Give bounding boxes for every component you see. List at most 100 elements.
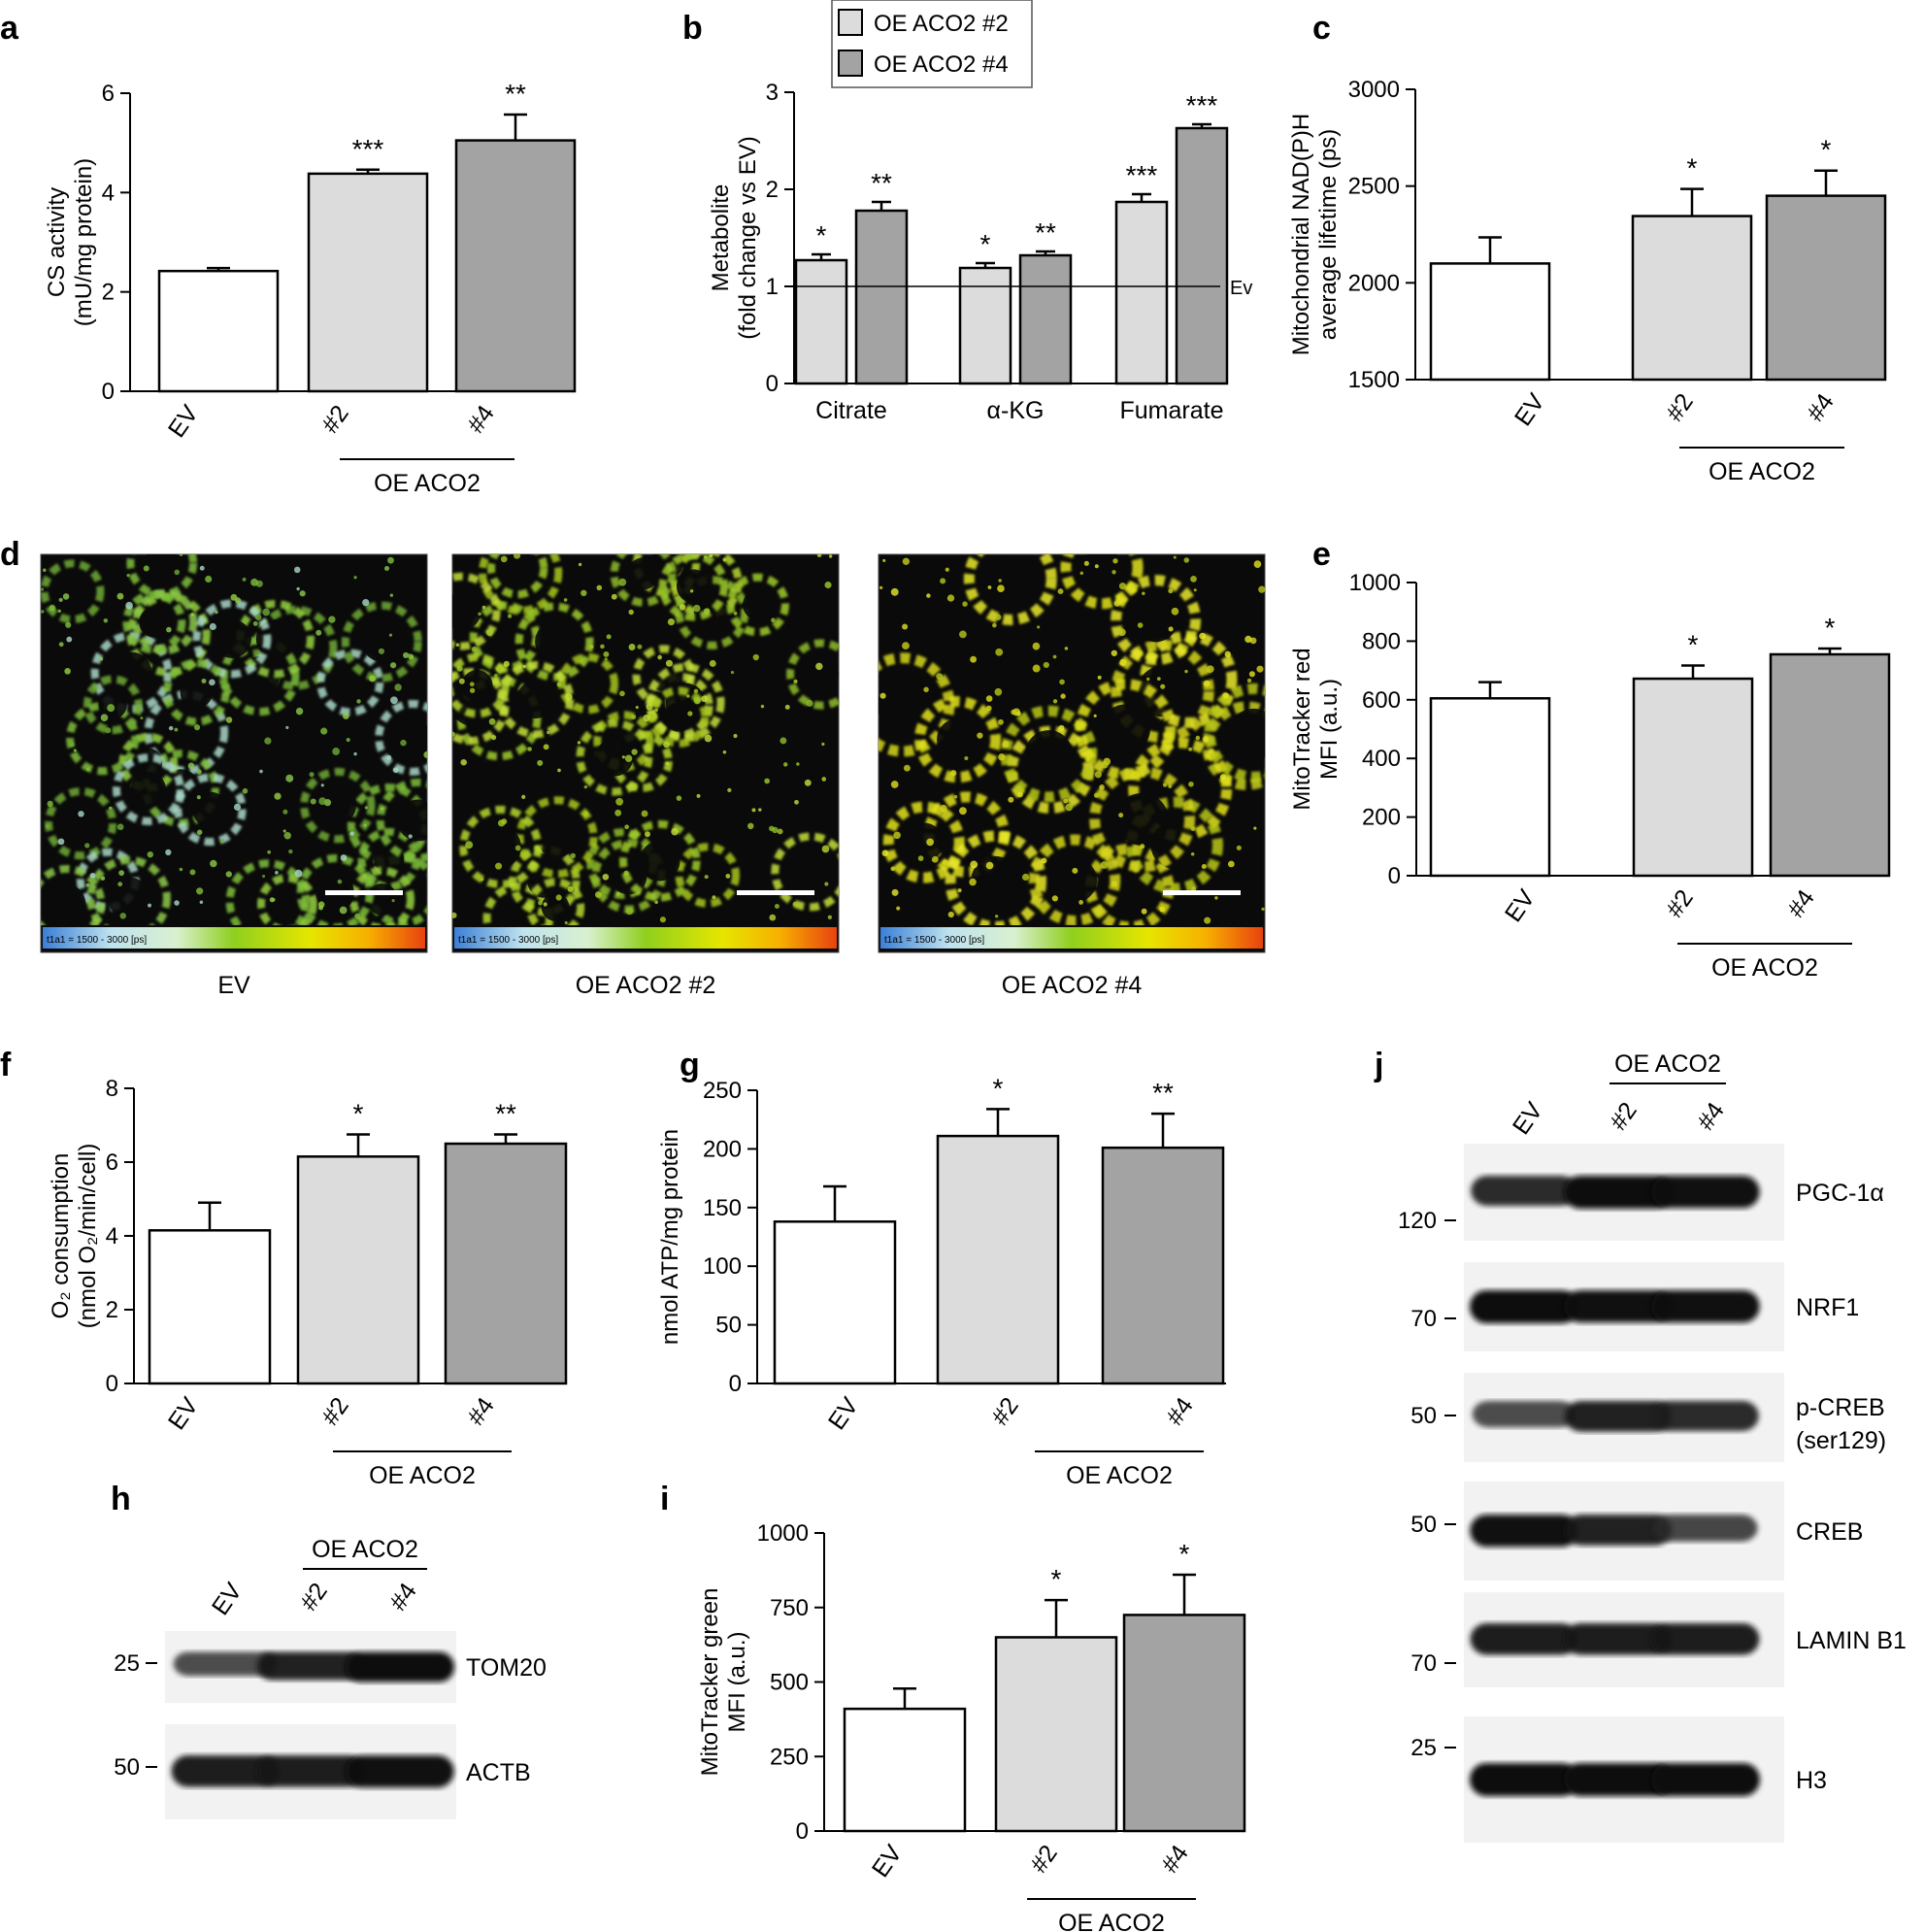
speckle xyxy=(387,556,394,564)
micrograph-caption: EV xyxy=(217,972,250,999)
speckle xyxy=(392,767,399,774)
speckle xyxy=(423,750,427,758)
speckle xyxy=(1093,792,1100,798)
cell-ring xyxy=(132,589,198,654)
speckle xyxy=(199,565,205,571)
mw-label: 25 xyxy=(114,1650,140,1677)
speckle xyxy=(676,795,682,801)
speckle xyxy=(625,907,634,916)
speckle xyxy=(796,762,800,766)
speckle xyxy=(514,845,521,851)
x-tick-label: EV xyxy=(1500,884,1541,927)
legend-swatch xyxy=(838,50,863,77)
speckle xyxy=(712,895,716,900)
speckle xyxy=(496,666,502,672)
panel-b-label: b xyxy=(682,10,703,47)
speckle xyxy=(460,758,467,766)
speckle xyxy=(1204,916,1211,924)
speckle xyxy=(772,826,779,834)
band-label: H3 xyxy=(1796,1767,1827,1794)
chart-e: 0 200 400 600 800 1000 MitoTracker red MFI (a.u… xyxy=(1289,570,1891,982)
speckle xyxy=(107,704,116,713)
speckle xyxy=(174,569,181,576)
speckle xyxy=(693,604,701,613)
speckle xyxy=(491,735,497,741)
x-tick-label: Citrate xyxy=(815,397,887,424)
y-tick-label: 2 xyxy=(106,1297,118,1323)
speckle xyxy=(940,804,947,813)
cell-ring xyxy=(122,590,186,654)
speckle xyxy=(1064,647,1069,650)
band xyxy=(1470,1623,1578,1655)
bar-#4 xyxy=(1122,1614,1246,1833)
speckle xyxy=(105,727,112,734)
panel-g-label: g xyxy=(680,1047,700,1083)
cell-ring xyxy=(647,686,710,748)
cell-nucleus xyxy=(574,669,603,698)
significance-label: *** xyxy=(1126,160,1158,190)
speckle xyxy=(174,900,180,906)
cell-nucleus xyxy=(535,621,575,661)
band-label: LAMIN B1 xyxy=(1796,1627,1907,1654)
speckle xyxy=(1203,736,1210,743)
speckle xyxy=(282,829,286,833)
band xyxy=(1564,1290,1673,1323)
cell-ring xyxy=(632,645,695,708)
western-blots: EV #2 #4 OE ACO2 25 TOM20 50 ACTB EV #2 #4 OE ACO2 1… xyxy=(114,1050,1907,1843)
speckle xyxy=(285,725,289,729)
speckle xyxy=(624,824,630,830)
speckle xyxy=(378,648,385,654)
speckle xyxy=(84,843,90,849)
speckle xyxy=(774,903,780,909)
mw-label: 120 xyxy=(1398,1208,1437,1234)
speckle xyxy=(274,792,282,800)
speckle xyxy=(637,644,643,650)
speckle xyxy=(537,759,544,766)
speckle xyxy=(205,575,213,583)
group-label: OE ACO2 xyxy=(1614,1050,1721,1078)
y-tick-label: 400 xyxy=(1362,746,1401,772)
colorbar-label: t1a1 = 1500 - 3000 [ps] xyxy=(884,935,984,946)
cell-nucleus xyxy=(130,771,166,808)
y-tick-label: 100 xyxy=(703,1253,742,1280)
cell-nucleus xyxy=(192,791,228,828)
speckle xyxy=(890,781,899,788)
cell-nucleus xyxy=(62,805,99,842)
speckle xyxy=(363,823,367,827)
speckle xyxy=(408,834,413,839)
speckle xyxy=(828,554,833,558)
lifetime-colorbar xyxy=(880,927,1263,949)
y-tick-label: 0 xyxy=(729,1371,742,1397)
speckle xyxy=(917,855,924,861)
speckle xyxy=(784,704,790,710)
speckle xyxy=(337,879,343,884)
y-tick-label: 0 xyxy=(106,1371,118,1397)
cell-nucleus xyxy=(144,554,180,581)
speckle xyxy=(667,618,676,626)
speckle xyxy=(179,867,183,872)
speckle xyxy=(665,761,670,766)
speckle xyxy=(147,850,153,858)
group-label: OE ACO2 xyxy=(1711,954,1818,982)
band xyxy=(1651,1290,1760,1323)
cell-nucleus xyxy=(503,554,533,583)
speckle xyxy=(469,682,475,687)
bar-#2 xyxy=(1632,677,1754,878)
cell-nucleus xyxy=(937,718,979,761)
speckle xyxy=(1119,658,1127,666)
speckle xyxy=(262,874,266,879)
cell-nucleus xyxy=(273,889,302,919)
speckle xyxy=(747,822,754,830)
cell-ring xyxy=(726,573,789,637)
x-tick-label: #4 xyxy=(462,400,500,438)
speckle xyxy=(1188,781,1194,787)
speckle xyxy=(57,838,65,846)
group-label: OE ACO2 xyxy=(1708,458,1815,485)
speckle xyxy=(821,777,827,782)
speckle xyxy=(628,644,636,650)
cell-ring xyxy=(452,572,501,650)
speckle xyxy=(769,914,777,921)
legend-label: OE ACO2 #2 xyxy=(874,11,1009,37)
cell-nucleus xyxy=(480,826,521,868)
